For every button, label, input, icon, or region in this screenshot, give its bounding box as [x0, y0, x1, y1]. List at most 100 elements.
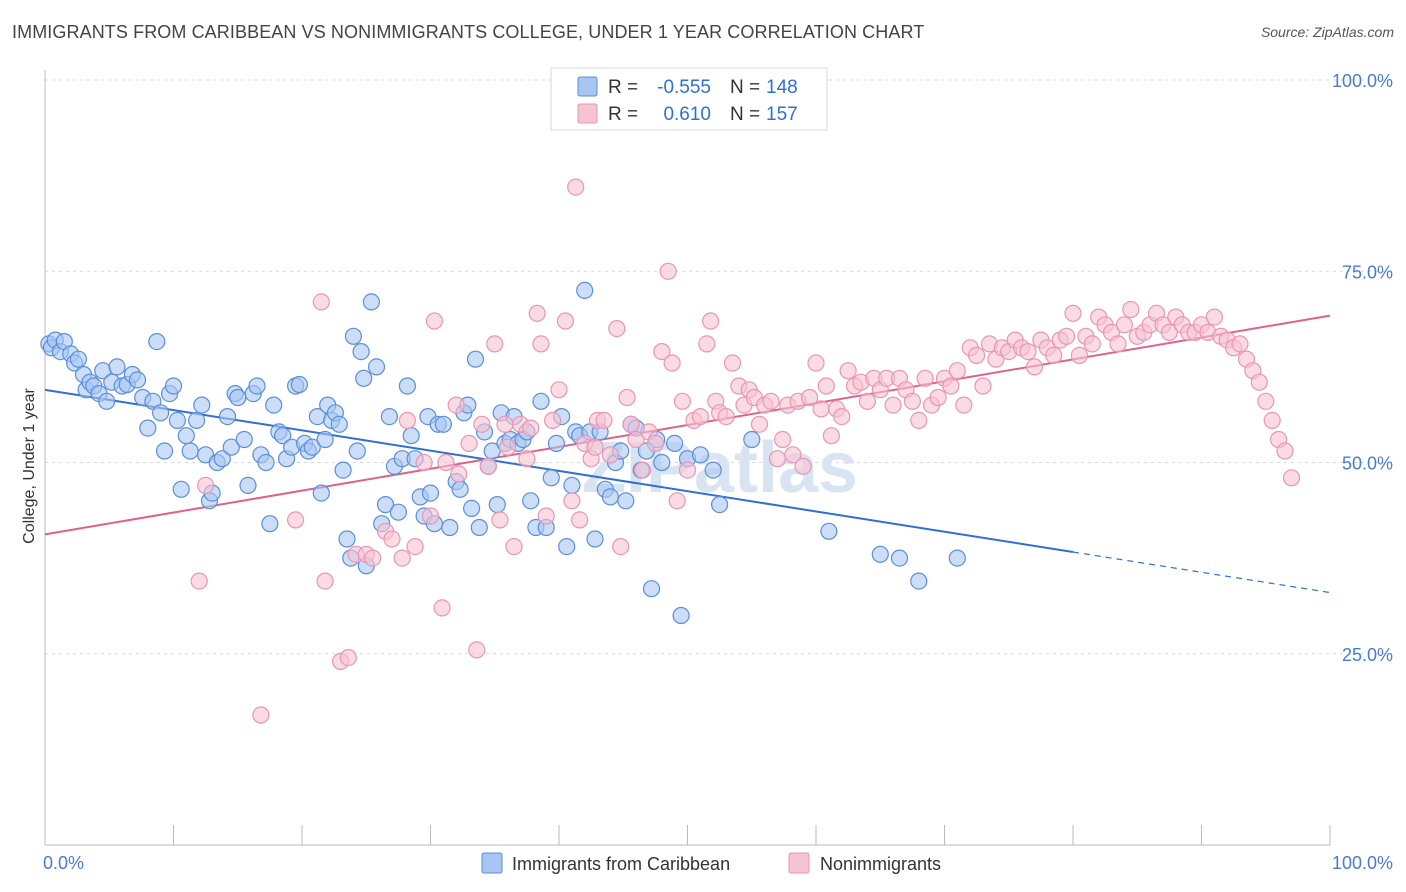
data-point — [890, 549, 909, 567]
data-point — [213, 450, 231, 468]
data-point — [974, 377, 992, 395]
data-point — [858, 392, 877, 410]
data-point — [822, 427, 841, 445]
data-point — [773, 430, 792, 449]
legend-swatch-pink — [788, 852, 810, 874]
data-point — [434, 415, 452, 433]
data-point — [800, 388, 819, 407]
data-point — [678, 461, 697, 479]
y-tick-label: 100.0% — [1332, 71, 1393, 91]
data-point — [1122, 300, 1140, 319]
data-point — [622, 415, 640, 433]
data-point — [942, 377, 960, 395]
data-point — [948, 549, 966, 567]
x-tick-label-max: 100.0% — [1332, 853, 1393, 873]
data-point — [558, 537, 576, 556]
data-point — [668, 492, 686, 510]
data-point — [463, 499, 481, 517]
data-point — [717, 408, 735, 426]
data-point — [916, 369, 934, 387]
data-point — [290, 375, 308, 394]
data-point — [473, 415, 491, 433]
data-point — [334, 461, 352, 479]
data-point — [929, 388, 947, 407]
data-point — [139, 419, 157, 437]
data-point — [98, 392, 116, 410]
data-point — [653, 453, 671, 472]
data-point — [586, 530, 604, 548]
data-point — [794, 457, 812, 475]
legend-r-value: 0.610 — [663, 104, 711, 125]
grid: 25.0% 50.0% 75.0% 100.0% — [45, 71, 1393, 665]
data-point — [218, 408, 237, 426]
data-point — [955, 396, 973, 414]
legend-r-value: -0.555 — [657, 77, 711, 98]
data-point — [406, 537, 424, 556]
y-tick-label: 25.0% — [1342, 645, 1393, 665]
data-point — [618, 388, 636, 407]
data-point — [197, 476, 215, 494]
y-tick-label: 50.0% — [1342, 454, 1393, 474]
data-point — [807, 354, 825, 372]
data-point — [691, 408, 710, 426]
legend-swatch-pink — [577, 103, 598, 124]
data-point — [532, 335, 550, 353]
data-point — [701, 312, 720, 330]
data-point — [627, 430, 645, 449]
data-point — [817, 377, 835, 395]
data-point — [398, 377, 416, 395]
data-point — [362, 293, 380, 311]
legend-n-label: N = — [730, 77, 760, 98]
legend-n-value: 157 — [766, 104, 798, 125]
data-point — [168, 411, 186, 429]
data-point — [128, 371, 147, 389]
data-point — [352, 343, 370, 361]
data-point — [348, 442, 366, 460]
data-point — [1205, 308, 1224, 326]
data-point — [617, 492, 635, 510]
legend-n-value: 148 — [766, 77, 798, 98]
data-point — [496, 415, 514, 433]
data-point — [437, 453, 455, 472]
data-point — [229, 388, 247, 407]
legend-bottom: Immigrants from Caribbean Nonimmigrants — [481, 852, 941, 874]
data-point — [1282, 469, 1301, 487]
data-point — [312, 484, 330, 502]
data-point — [750, 415, 769, 433]
data-point — [188, 411, 206, 429]
data-point — [1109, 335, 1127, 353]
data-point — [338, 530, 356, 548]
data-point — [547, 434, 566, 452]
data-point — [563, 476, 581, 494]
series-nonimmigrants — [190, 178, 1301, 724]
data-point — [491, 511, 509, 529]
data-point — [1263, 411, 1281, 429]
data-points — [40, 178, 1301, 724]
data-point — [190, 572, 208, 590]
data-point — [673, 392, 692, 410]
data-point — [653, 343, 671, 361]
data-point — [1064, 304, 1082, 322]
data-point — [567, 178, 585, 196]
data-point — [441, 518, 459, 537]
data-point — [556, 312, 575, 330]
legend-swatch-blue — [577, 76, 598, 97]
data-point — [543, 411, 562, 429]
data-point — [601, 446, 620, 464]
data-point — [723, 354, 742, 372]
data-point — [542, 469, 560, 487]
legend-r-label: R = — [608, 77, 638, 98]
data-point — [820, 522, 838, 540]
data-point — [393, 549, 411, 567]
data-point — [871, 545, 889, 563]
data-point — [344, 327, 362, 345]
legend-top: R = -0.555 N = 148 R = 0.610 N = 157 — [550, 67, 828, 131]
data-point — [608, 320, 626, 338]
legend-swatch-blue — [481, 852, 503, 874]
data-point — [451, 480, 469, 498]
data-point — [177, 427, 195, 445]
data-point — [663, 354, 681, 372]
data-point — [1070, 346, 1089, 364]
data-point — [172, 480, 190, 498]
